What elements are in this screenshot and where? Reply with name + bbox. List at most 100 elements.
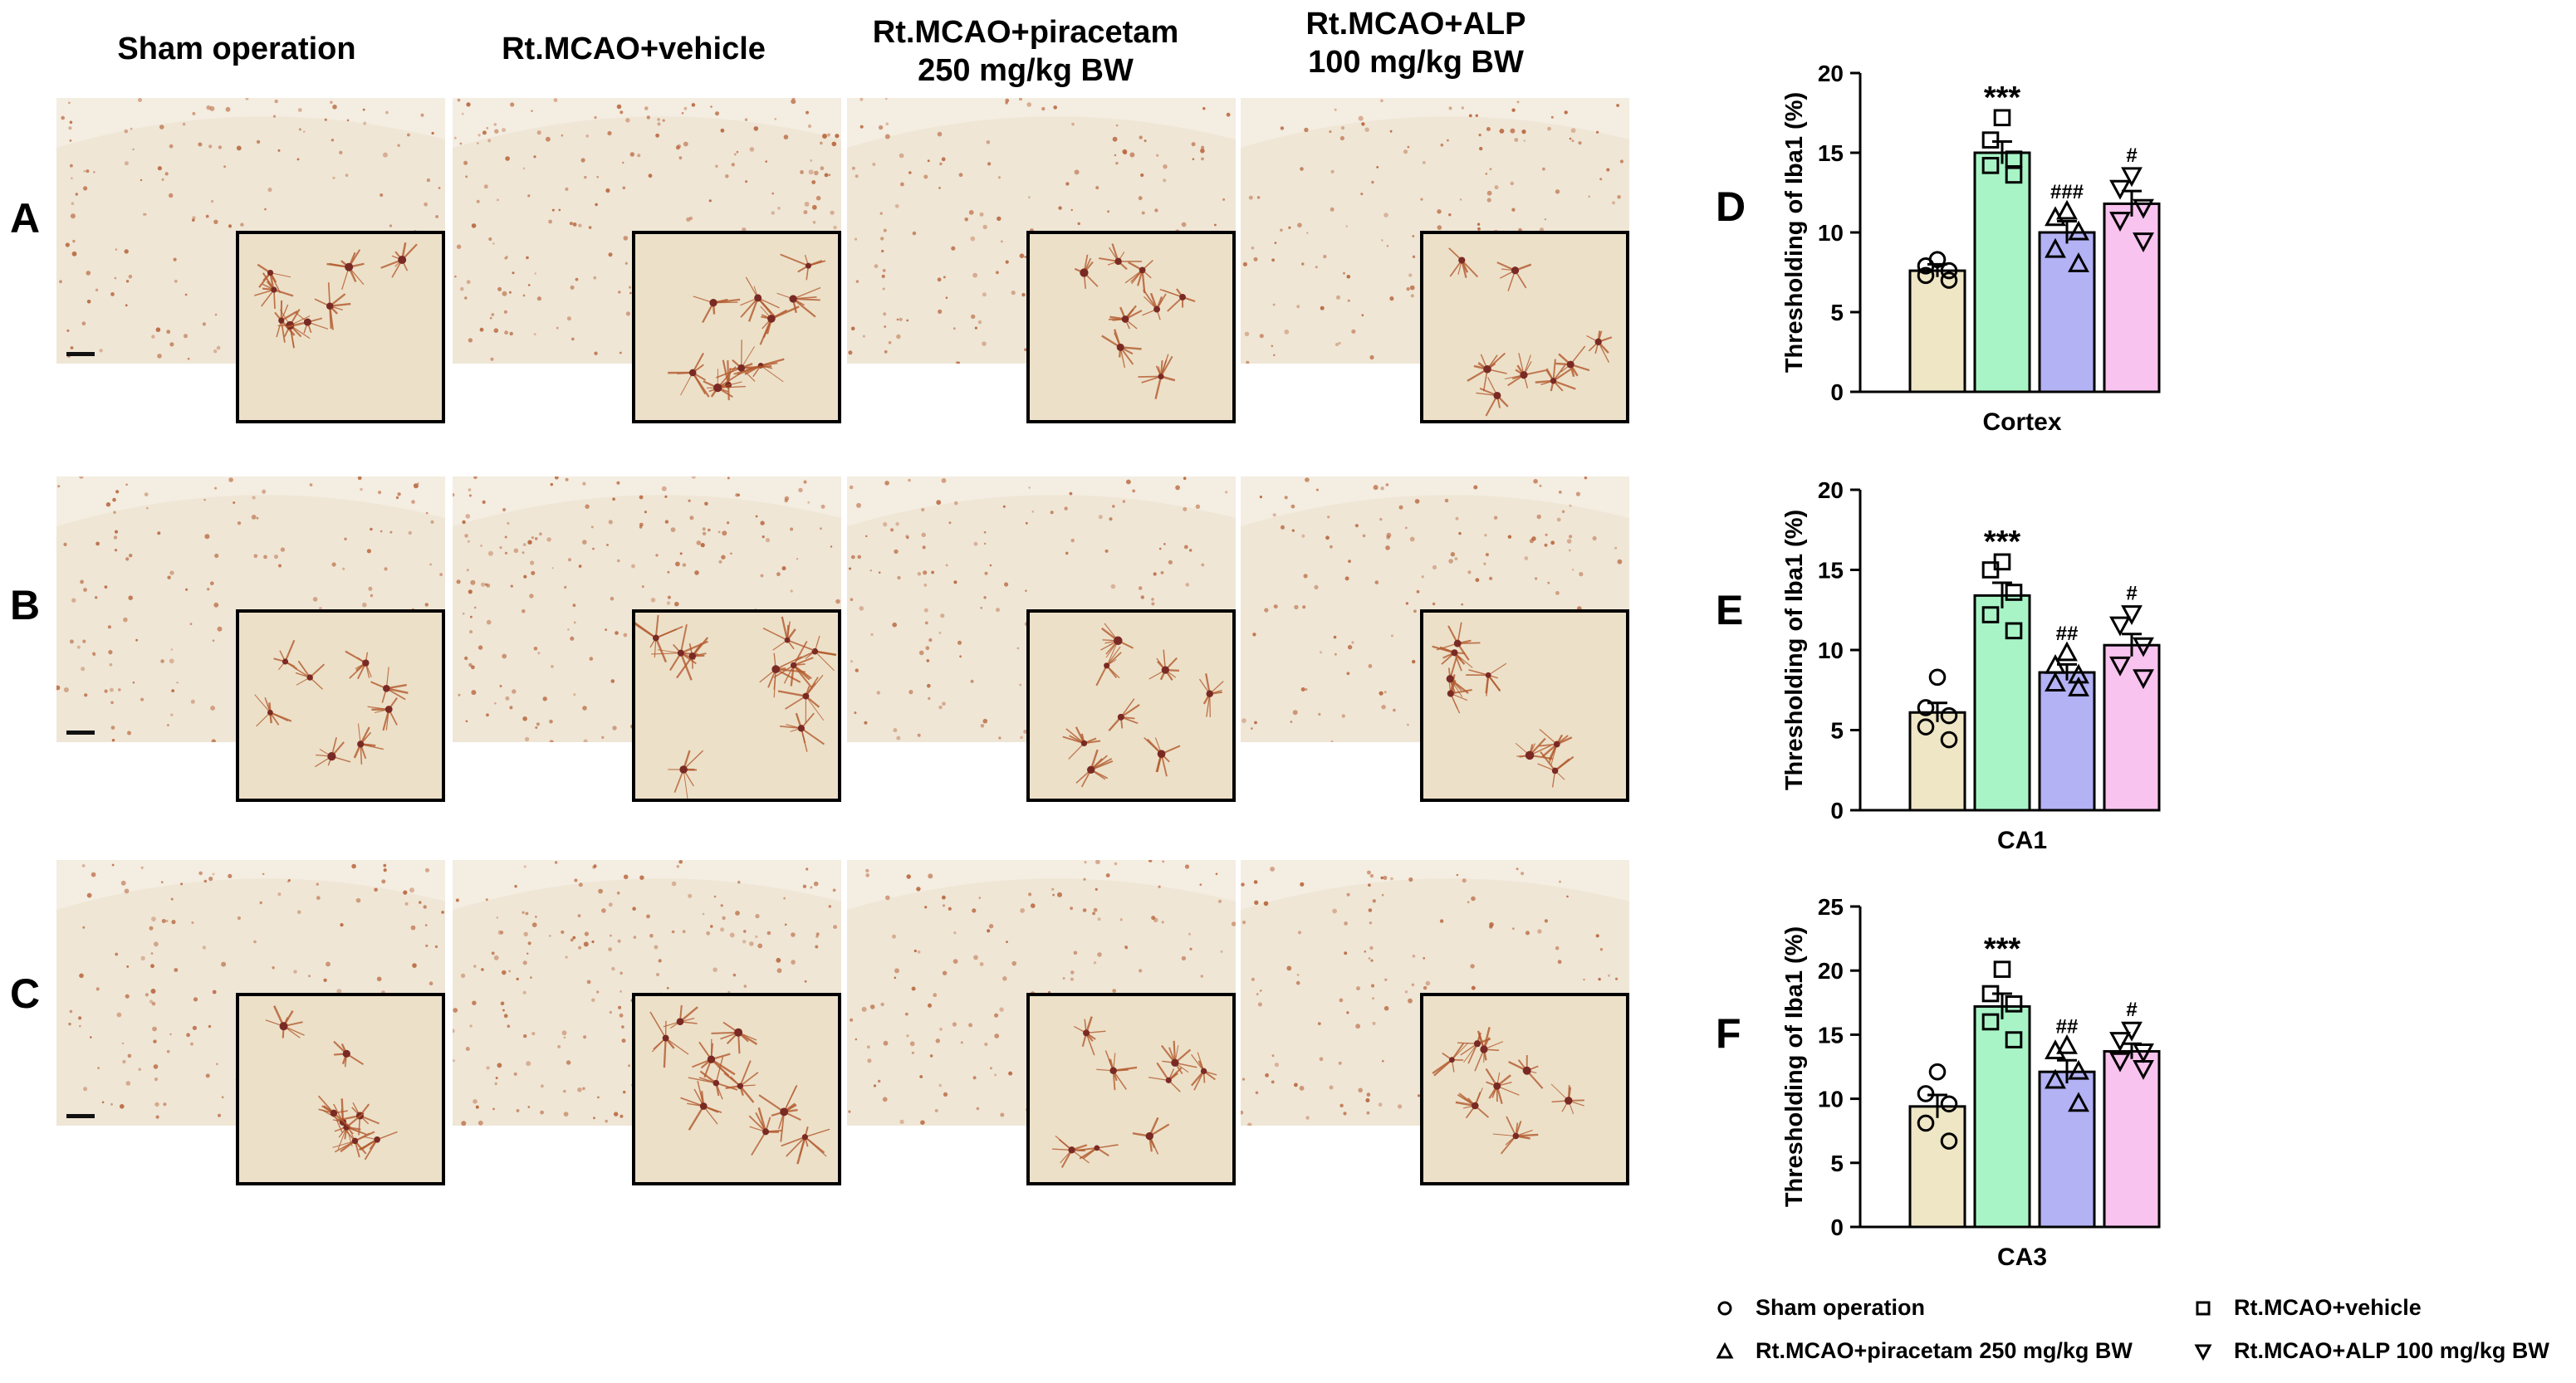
data-point-circle — [1940, 261, 1958, 280]
inset-row2-col2 — [632, 609, 841, 802]
legend-item-piracetam: Rt.MCAO+piracetam 250 mg/kg BW — [1716, 1338, 2133, 1364]
inset-row2-col1 — [236, 609, 445, 802]
data-point-triangle-up — [2068, 252, 2089, 272]
data-point-circle — [1940, 706, 1958, 725]
significance-label: # — [2126, 144, 2137, 167]
data-point-square — [2005, 1031, 2023, 1048]
y-tick-label: 0 — [1830, 379, 1844, 405]
data-point-triangle-up — [2068, 676, 2089, 696]
y-tick-label: 10 — [1818, 1087, 1844, 1112]
row-label-b: B — [9, 582, 41, 628]
data-point-square — [2005, 166, 2023, 184]
y-tick-label: 10 — [1818, 220, 1844, 246]
inset-image — [1030, 996, 1232, 1182]
data-point-triangle-down — [2133, 669, 2154, 690]
row-label-c: C — [9, 970, 41, 1017]
inset-row3-col2 — [632, 993, 841, 1185]
y-tick-label: 15 — [1818, 140, 1844, 166]
data-point-circle — [1917, 718, 1935, 735]
data-point-circle — [1917, 1085, 1935, 1102]
data-point-triangle-down — [2133, 198, 2154, 219]
y-tick-label: 0 — [1830, 1214, 1844, 1240]
data-point-square — [1981, 157, 2000, 174]
significance-label: *** — [1984, 525, 2021, 560]
data-point-circle — [1940, 731, 1958, 749]
x-axis-label: Cortex — [1982, 408, 2061, 436]
square-marker-icon — [2196, 1301, 2211, 1315]
legend-item-alp: Rt.MCAO+ALP 100 mg/kg BW — [2194, 1338, 2549, 1364]
y-tick-label: 5 — [1830, 300, 1844, 325]
inset-image — [239, 996, 442, 1182]
points-group-3 — [2045, 641, 2089, 696]
triangle-down-marker-icon — [2194, 1344, 2212, 1361]
data-point-triangle-up — [2068, 663, 2089, 684]
data-point-circle — [1940, 271, 1958, 289]
data-point-circle — [1940, 1095, 1958, 1113]
legend-label-sham: Sham operation — [1756, 1295, 1926, 1320]
chart-cortex-svg: 0 5 10 15 20 Thresholding of Iba1 (%) Cortex **… — [1781, 61, 2161, 436]
data-point-square — [2005, 150, 2023, 168]
data-point-square — [1981, 985, 2000, 1003]
legend-label-alp: Rt.MCAO+ALP 100 mg/kg BW — [2234, 1338, 2549, 1363]
y-tick-label: 0 — [1830, 798, 1844, 823]
data-point-square — [1993, 109, 2011, 127]
data-point-circle — [1917, 266, 1935, 285]
x-axis-label: CA1 — [1997, 827, 2047, 854]
data-point-triangle-up — [2045, 1039, 2066, 1059]
panel-label-e: E — [1716, 587, 1744, 633]
inset-image — [635, 613, 838, 799]
points-group-2 — [1981, 960, 2023, 1048]
data-point-triangle-down — [2109, 212, 2131, 232]
y-tick-label: 15 — [1818, 558, 1844, 584]
chart-ca3-svg: 0 5 10 15 20 25 Thresholding of Iba1 (%) CA3 ***… — [1781, 894, 2161, 1271]
column-header-sham: Sham operation — [117, 32, 356, 66]
data-point-triangle-up — [2045, 1068, 2066, 1089]
panel-label-d: D — [1716, 183, 1746, 230]
data-point-circle — [1917, 257, 1935, 275]
panel-label-f: F — [1716, 1010, 1741, 1057]
significance-label: # — [2126, 999, 2137, 1021]
inset-row2-col3 — [1026, 609, 1236, 802]
inset-row1-col3 — [1026, 231, 1236, 423]
data-point-triangle-up — [2045, 237, 2066, 258]
inset-row3-col4 — [1420, 993, 1629, 1185]
y-tick-label: 20 — [1818, 61, 1844, 86]
bar-4 — [2103, 1049, 2161, 1229]
inset-image — [239, 613, 442, 799]
y-tick-label: 5 — [1830, 718, 1844, 744]
data-point-circle — [1928, 668, 1947, 687]
inset-row3-col3 — [1026, 993, 1236, 1185]
data-point-triangle-down — [2121, 605, 2143, 625]
data-point-triangle-down — [2109, 1052, 2131, 1073]
significance-label: *** — [1984, 932, 2021, 967]
points-group-4 — [2109, 605, 2154, 690]
inset-image — [1423, 234, 1626, 420]
data-point-triangle-down — [2121, 167, 2143, 188]
points-group-1 — [1917, 1063, 1958, 1150]
triangle-up-marker-icon — [1716, 1341, 1734, 1358]
data-point-square — [1993, 960, 2011, 978]
y-tick-label: 15 — [1818, 1022, 1844, 1048]
inset-image — [1030, 613, 1232, 799]
data-point-triangle-up — [2068, 1092, 2089, 1112]
y-tick-label: 20 — [1818, 958, 1844, 984]
points-group-2 — [1981, 109, 2023, 184]
data-point-triangle-down — [2133, 1043, 2154, 1063]
data-point-square — [1981, 606, 2000, 623]
y-tick-label: 20 — [1818, 477, 1844, 503]
points-group-4 — [2109, 167, 2154, 252]
significance-label: ### — [2050, 181, 2084, 203]
data-point-triangle-up — [2045, 206, 2066, 227]
inset-row2-col4 — [1420, 609, 1629, 802]
bar-4 — [2103, 202, 2161, 393]
legend-item-vehicle: Rt.MCAO+vehicle — [2194, 1295, 2422, 1321]
data-point-square — [1981, 131, 2000, 149]
bar-1 — [1908, 269, 1966, 393]
data-point-triangle-down — [2109, 656, 2131, 677]
legend-item-sham: Sham operation — [1716, 1295, 1925, 1321]
y-tick-label: 10 — [1818, 638, 1844, 663]
x-axis-label: CA3 — [1997, 1244, 2047, 1271]
data-point-triangle-up — [2045, 672, 2066, 692]
inset-row1-col1 — [236, 231, 445, 423]
